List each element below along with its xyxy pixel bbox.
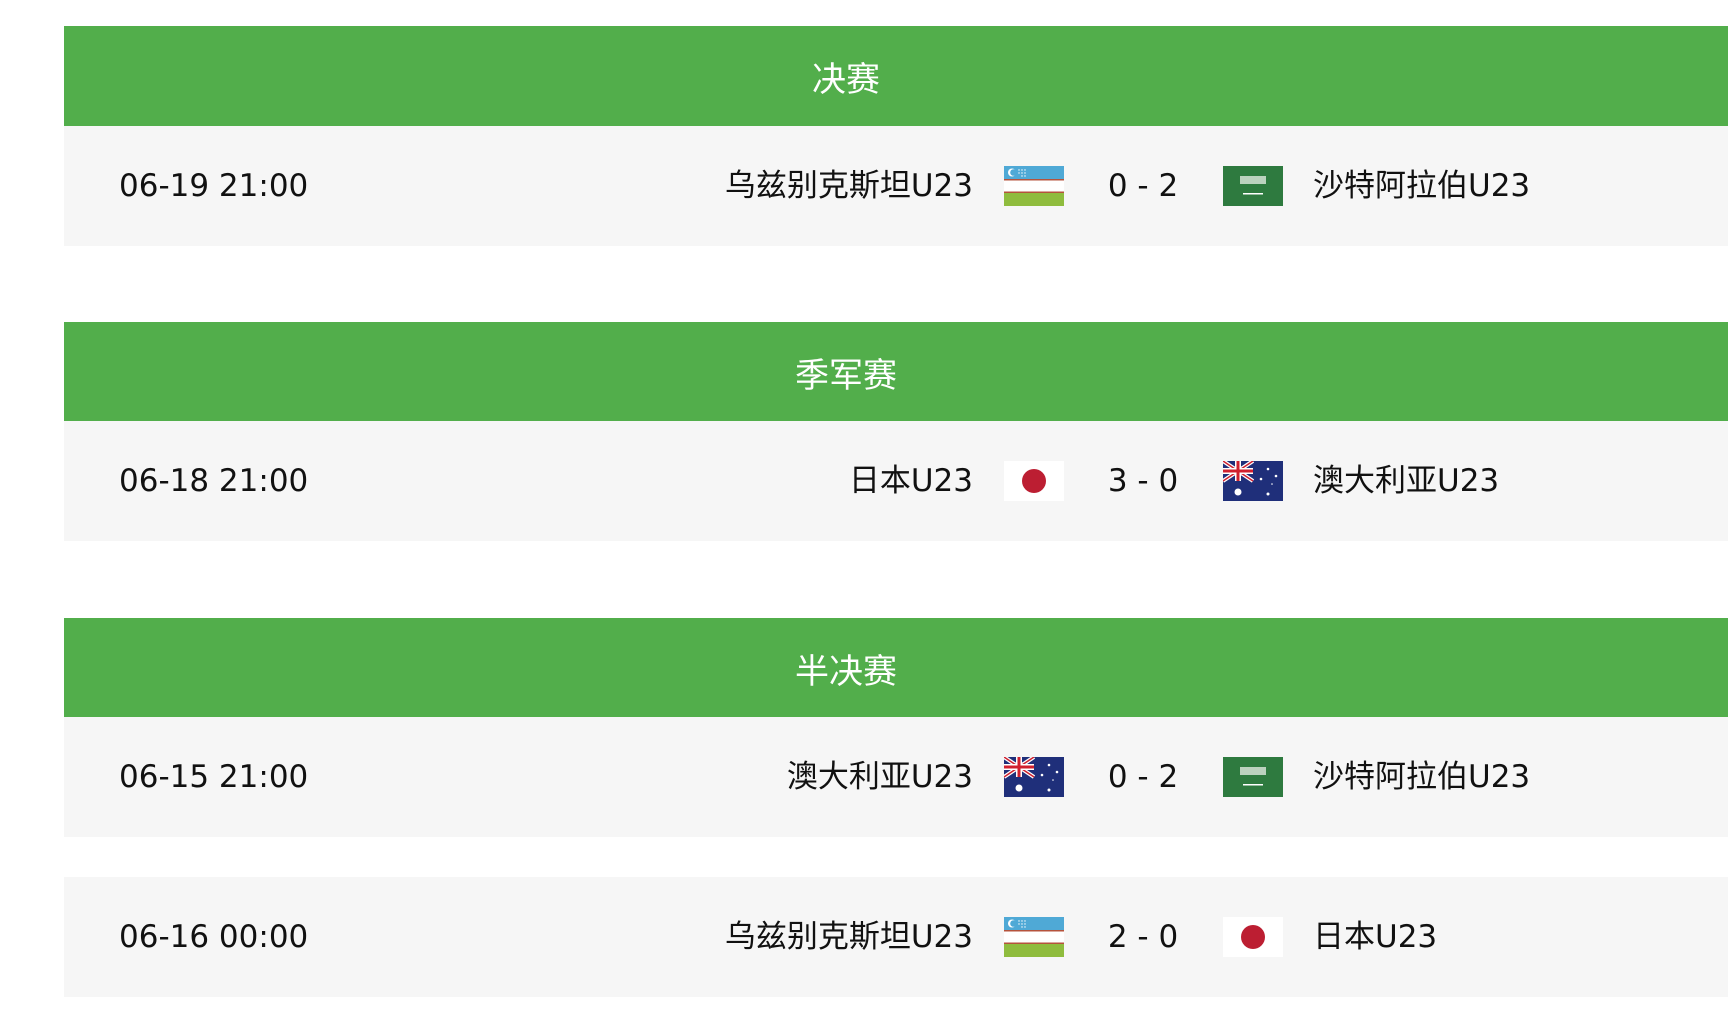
match-score: 3 - 0: [1107, 463, 1179, 499]
away-team[interactable]: 沙特阿拉伯U23: [1313, 168, 1531, 204]
saudi-arabia-flag-icon: [1223, 757, 1283, 797]
match-score: 0 - 2: [1107, 759, 1179, 795]
match-row[interactable]: 06-18 21:00 日本U23 3 - 0 澳大利亚U23: [64, 421, 1728, 541]
saudi-arabia-flag-icon: [1223, 166, 1283, 206]
home-team[interactable]: 乌兹别克斯坦U23: [724, 919, 973, 955]
australia-flag-icon: [1223, 461, 1283, 501]
japan-flag-icon: [1004, 461, 1064, 501]
match-time: 06-16 00:00: [119, 919, 309, 955]
match-time: 06-15 21:00: [119, 759, 309, 795]
match-row[interactable]: 06-16 00:00 乌兹别克斯坦U23 2 - 0 日本U23: [64, 877, 1728, 997]
away-team[interactable]: 澳大利亚U23: [1313, 463, 1500, 499]
match-score: 0 - 2: [1107, 168, 1179, 204]
home-team[interactable]: 日本U23: [848, 463, 973, 499]
away-team[interactable]: 沙特阿拉伯U23: [1313, 759, 1531, 795]
home-team[interactable]: 乌兹别克斯坦U23: [724, 168, 973, 204]
match-score: 2 - 0: [1107, 919, 1179, 955]
uzbekistan-flag-icon: [1004, 166, 1064, 206]
home-team[interactable]: 澳大利亚U23: [786, 759, 973, 795]
match-row[interactable]: 06-15 21:00 澳大利亚U23 0 - 2 沙特阿拉伯U23: [64, 717, 1728, 837]
japan-flag-icon: [1223, 917, 1283, 957]
australia-flag-icon: [1004, 757, 1064, 797]
match-time: 06-19 21:00: [119, 168, 309, 204]
uzbekistan-flag-icon: [1004, 917, 1064, 957]
section-header: 季军赛: [64, 322, 1728, 422]
match-time: 06-18 21:00: [119, 463, 309, 499]
section-header: 决赛: [64, 26, 1728, 126]
section-header: 半决赛: [64, 618, 1728, 718]
match-row[interactable]: 06-19 21:00 乌兹别克斯坦U23 0 - 2 沙特阿拉伯U23: [64, 126, 1728, 246]
away-team[interactable]: 日本U23: [1313, 919, 1438, 955]
